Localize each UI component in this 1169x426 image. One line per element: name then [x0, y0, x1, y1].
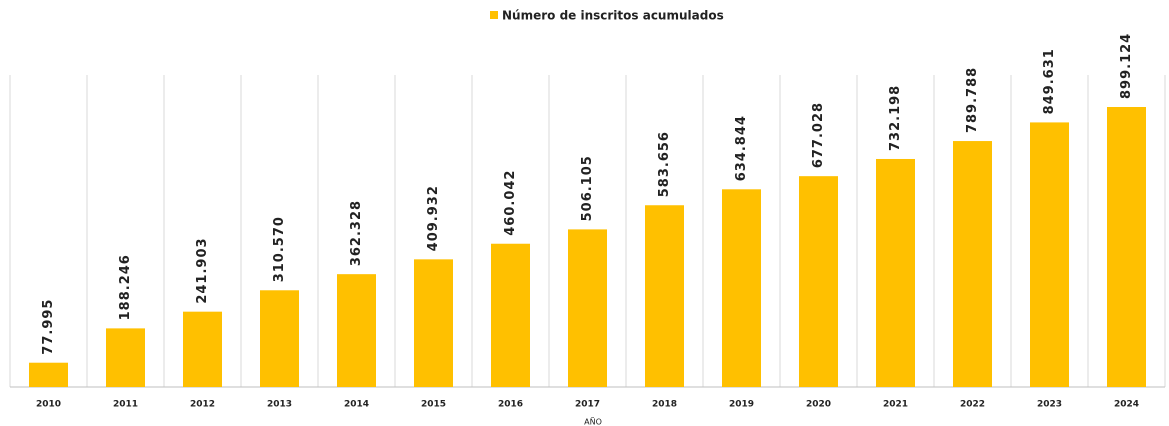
- x-axis-label: AÑO: [584, 417, 602, 426]
- bar: [799, 176, 838, 387]
- bar: [1107, 107, 1146, 387]
- bar: [953, 141, 992, 387]
- x-tick-label: 2011: [113, 400, 138, 410]
- x-tick-label: 2010: [36, 400, 61, 410]
- value-label: 409.932: [426, 185, 441, 251]
- x-tick-label: 2022: [960, 400, 985, 410]
- x-tick-label: 2018: [652, 400, 677, 410]
- bar: [260, 290, 299, 387]
- value-label: 241.903: [195, 237, 210, 303]
- value-label: 583.656: [657, 131, 672, 197]
- bar: [1030, 122, 1069, 387]
- value-label: 310.570: [272, 216, 287, 282]
- x-tick-label: 2015: [421, 400, 446, 410]
- value-label: 899.124: [1119, 33, 1134, 99]
- x-tick-label: 2012: [190, 400, 215, 410]
- value-label: 188.246: [118, 254, 133, 320]
- legend-label: Número de inscritos acumulados: [502, 9, 724, 23]
- bar: [337, 274, 376, 387]
- value-label: 634.844: [734, 115, 749, 181]
- legend-swatch: [490, 11, 498, 19]
- x-tick-label: 2013: [267, 400, 292, 410]
- x-tick-label: 2023: [1037, 400, 1062, 410]
- bar: [414, 259, 453, 387]
- x-tick-label: 2014: [344, 400, 369, 410]
- x-tick-label: 2019: [729, 400, 754, 410]
- bar: [568, 229, 607, 387]
- bar: [29, 362, 68, 387]
- value-label: 362.328: [349, 200, 364, 266]
- bar: [106, 328, 145, 387]
- x-tick-label: 2017: [575, 400, 600, 410]
- bar: [645, 205, 684, 387]
- value-label: 677.028: [811, 102, 826, 168]
- x-tick-label: 2024: [1114, 400, 1139, 410]
- value-label: 849.631: [1042, 48, 1057, 114]
- value-label: 460.042: [503, 170, 518, 236]
- x-tick-label: 2021: [883, 400, 908, 410]
- bar: [183, 311, 222, 387]
- value-label: 506.105: [580, 155, 595, 221]
- bar: [876, 158, 915, 387]
- x-tick-label: 2016: [498, 400, 523, 410]
- value-label: 789.788: [965, 67, 980, 133]
- x-tick-label: 2020: [806, 400, 831, 410]
- bar: [722, 189, 761, 387]
- value-label: 732.198: [888, 85, 903, 151]
- value-label: 77.995: [41, 299, 56, 355]
- bar: [491, 243, 530, 387]
